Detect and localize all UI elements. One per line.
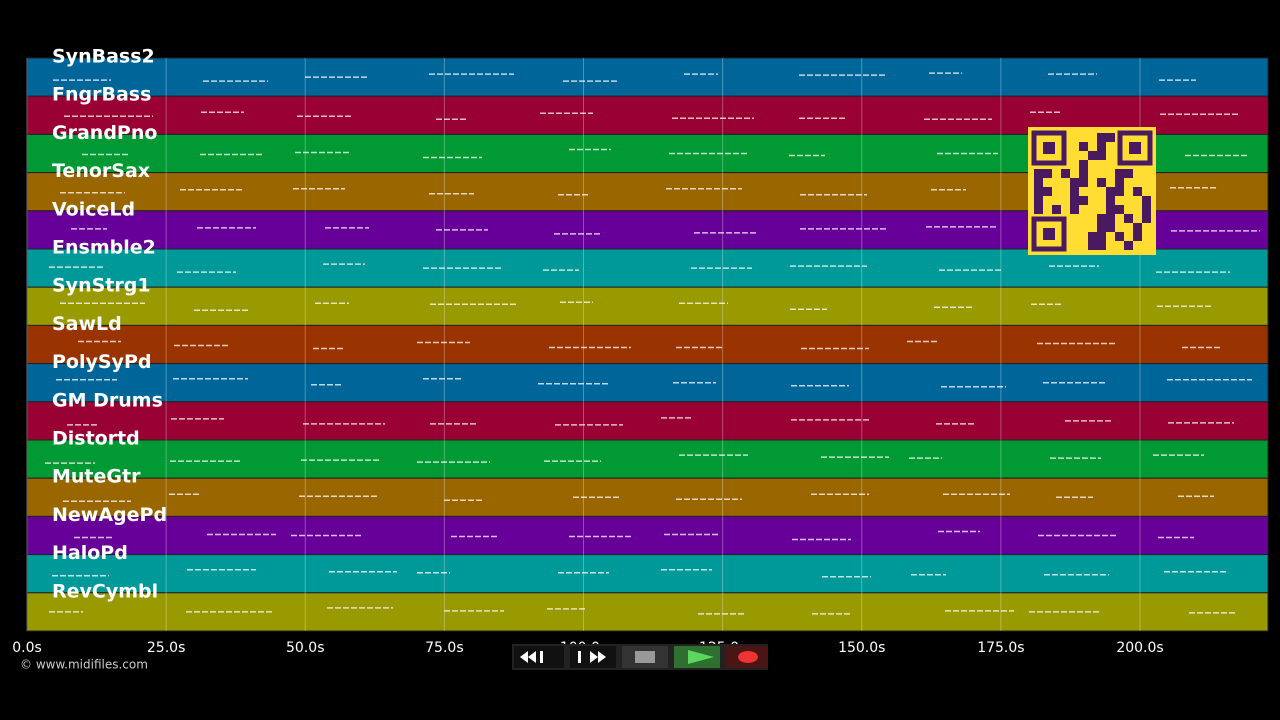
- tick-label: 175.0s: [977, 640, 1024, 656]
- track-band: [26, 401, 1269, 441]
- play-button[interactable]: [674, 646, 720, 668]
- qr-code: [1028, 127, 1156, 255]
- qr-module: [1070, 196, 1079, 205]
- qr-module: [1106, 223, 1115, 232]
- qr-module: [1079, 178, 1088, 187]
- record-button[interactable]: [726, 646, 768, 668]
- track-label: GM Drums: [52, 389, 163, 411]
- qr-module: [1097, 241, 1106, 250]
- tick-label: 25.0s: [147, 640, 185, 656]
- qr-module: [1124, 214, 1133, 223]
- qr-module: [1097, 178, 1106, 187]
- forward-button[interactable]: [570, 646, 616, 668]
- track-label: RevCymbl: [52, 580, 158, 602]
- qr-module: [1106, 205, 1115, 214]
- rewind-button[interactable]: [514, 646, 564, 668]
- qr-module: [1142, 205, 1151, 214]
- qr-module: [1115, 169, 1124, 178]
- qr-pattern: [1031, 130, 1153, 252]
- qr-module: [1142, 214, 1151, 223]
- tick-label: 75.0s: [425, 640, 463, 656]
- track-band: [26, 363, 1269, 403]
- qr-module: [1097, 232, 1106, 241]
- qr-module: [1115, 187, 1124, 196]
- qr-module: [1097, 151, 1106, 160]
- track-label: NewAgePd: [52, 504, 167, 526]
- qr-module: [1142, 196, 1151, 205]
- track-label: SynBass2: [52, 46, 155, 68]
- track-label: FngrBass: [52, 84, 151, 106]
- track-label: PolySyPd: [52, 351, 151, 373]
- qr-module: [1070, 205, 1079, 214]
- track-label: MuteGtr: [52, 466, 141, 488]
- qr-module: [1034, 196, 1043, 205]
- qr-module: [1034, 178, 1043, 187]
- track-label: GrandPno: [52, 122, 157, 144]
- qr-module: [1097, 133, 1106, 142]
- qr-module: [1106, 133, 1115, 142]
- track-band: [26, 57, 1269, 97]
- stop-button[interactable]: [622, 646, 668, 668]
- qr-module: [1061, 169, 1070, 178]
- tick-label: 50.0s: [286, 640, 324, 656]
- qr-module: [1124, 241, 1133, 250]
- qr-module: [1115, 232, 1124, 241]
- qr-module: [1088, 241, 1097, 250]
- qr-module: [1034, 169, 1043, 178]
- track-band: [26, 554, 1269, 594]
- qr-module: [1034, 205, 1043, 214]
- track-band: [26, 248, 1269, 288]
- qr-module: [1106, 196, 1115, 205]
- qr-module: [1079, 169, 1088, 178]
- qr-module: [1133, 223, 1142, 232]
- qr-module: [1070, 178, 1079, 187]
- track-label: SynStrg1: [52, 275, 151, 297]
- track-band: [26, 439, 1269, 479]
- track-band: [26, 324, 1269, 365]
- tick-label: 200.0s: [1116, 640, 1163, 656]
- track-label: SawLd: [52, 313, 122, 335]
- qr-module: [1052, 205, 1061, 214]
- qr-module: [1115, 205, 1124, 214]
- track-label: VoiceLd: [52, 198, 135, 220]
- qr-module: [1079, 196, 1088, 205]
- qr-module: [1043, 187, 1052, 196]
- qr-module: [1034, 187, 1043, 196]
- qr-module: [1124, 169, 1133, 178]
- qr-module: [1088, 232, 1097, 241]
- tick-label: 0.0s: [12, 640, 42, 656]
- track-label: TenorSax: [52, 160, 150, 182]
- qr-module: [1115, 178, 1124, 187]
- qr-module: [1097, 214, 1106, 223]
- qr-module: [1133, 187, 1142, 196]
- track-labels: SynBass2 FngrBass GrandPno TenorSax VoiceLd E…: [52, 46, 167, 603]
- qr-module: [1043, 169, 1052, 178]
- tick-label: 150.0s: [838, 640, 885, 656]
- qr-module: [1088, 151, 1097, 160]
- track-label: Ensmble2: [52, 237, 156, 259]
- track-band: [26, 515, 1269, 556]
- qr-module: [1097, 223, 1106, 232]
- controls: [512, 644, 768, 670]
- qr-module: [1079, 160, 1088, 169]
- qr-module: [1079, 142, 1088, 151]
- track-band: [26, 286, 1269, 326]
- qr-module: [1106, 187, 1115, 196]
- track-label: HaloPd: [52, 542, 128, 564]
- qr-module: [1097, 142, 1106, 151]
- qr-module: [1133, 232, 1142, 241]
- track-label: Distortd: [52, 428, 140, 450]
- copyright: © www.midifiles.com: [20, 658, 148, 672]
- qr-module: [1070, 187, 1079, 196]
- qr-module: [1106, 214, 1115, 223]
